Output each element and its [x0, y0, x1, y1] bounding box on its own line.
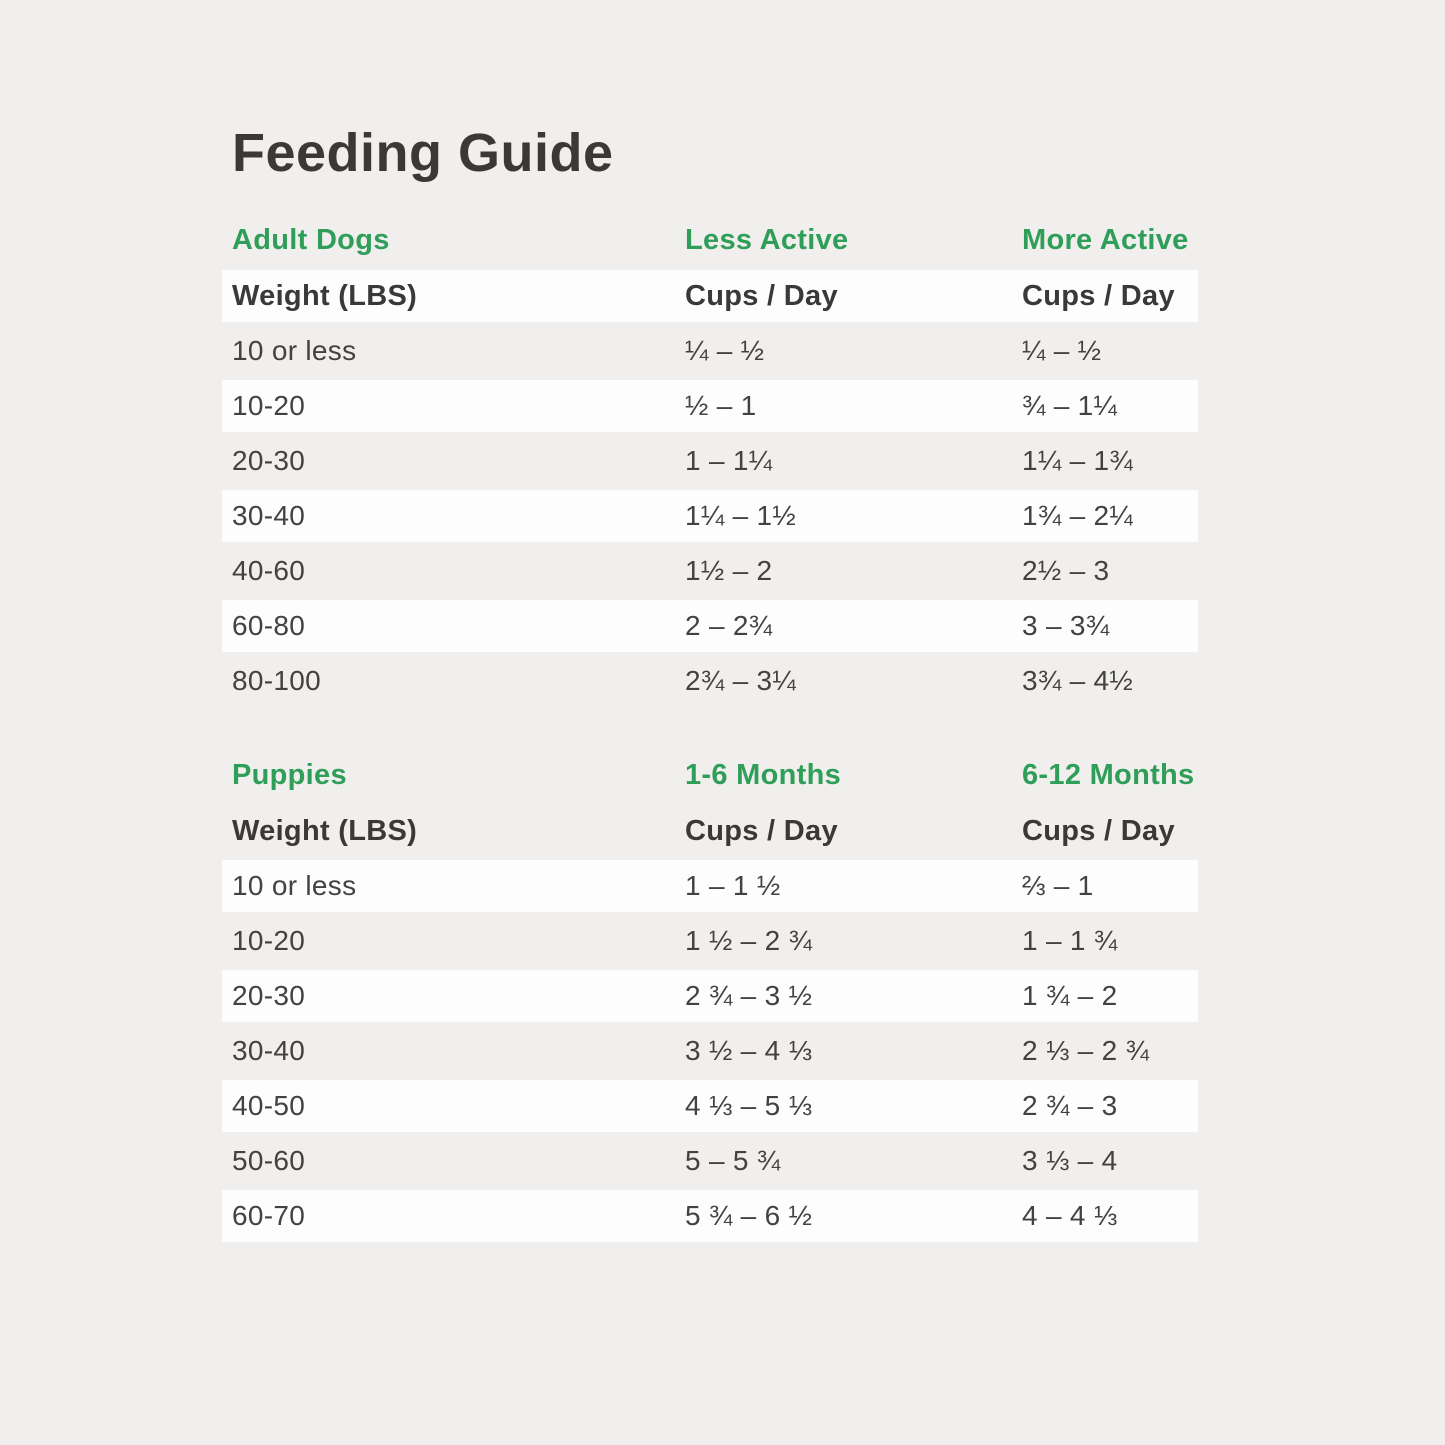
- weight-cell: 10 or less: [232, 335, 357, 366]
- more-active-cups-cell: 1¼ – 1¾: [1022, 445, 1134, 476]
- cups-1-6-months-cell: 4 ⅓ – 5 ⅓: [685, 1090, 813, 1121]
- less-active-cups-cell: 2¾ – 3¼: [685, 665, 797, 696]
- adult-section-header-row: Adult Dogs Less Active More Active: [222, 222, 1198, 258]
- column-header-cups-more-active: Cups / Day: [1022, 279, 1175, 312]
- weight-cell: 30-40: [232, 1035, 306, 1066]
- table-row: 60-70 5 ¾ – 6 ½ 4 – 4 ⅓: [222, 1190, 1198, 1242]
- column-label-6-12-months: 6-12 Months: [1022, 758, 1195, 791]
- more-active-cups-cell: ¼ – ½: [1022, 335, 1102, 366]
- more-active-cups-cell: 2½ – 3: [1022, 555, 1110, 586]
- less-active-cups-cell: 2 – 2¾: [685, 610, 773, 641]
- cups-6-12-months-cell: 4 – 4 ⅓: [1022, 1200, 1118, 1231]
- puppies-section-header-row: Puppies 1-6 Months 6-12 Months: [222, 757, 1198, 793]
- column-header-cups-less-active: Cups / Day: [685, 279, 838, 312]
- puppies-column-header-row: Weight (LBS) Cups / Day Cups / Day: [222, 805, 1198, 857]
- cups-1-6-months-cell: 1 – 1 ½: [685, 870, 781, 901]
- table-row: 10 or less 1 – 1 ½ ⅔ – 1: [222, 860, 1198, 912]
- table-row: 40-60 1½ – 2 2½ – 3: [222, 545, 1198, 597]
- adult-column-header-row: Weight (LBS) Cups / Day Cups / Day: [222, 270, 1198, 322]
- table-row: 30-40 3 ½ – 4 ⅓ 2 ⅓ – 2 ¾: [222, 1025, 1198, 1077]
- less-active-cups-cell: 1 – 1¼: [685, 445, 773, 476]
- cups-1-6-months-cell: 5 – 5 ¾: [685, 1145, 781, 1176]
- weight-cell: 10-20: [232, 390, 306, 421]
- column-header-weight: Weight (LBS): [232, 279, 418, 312]
- cups-1-6-months-cell: 3 ½ – 4 ⅓: [685, 1035, 813, 1066]
- cups-1-6-months-cell: 2 ¾ – 3 ½: [685, 980, 813, 1011]
- weight-cell: 20-30: [232, 980, 306, 1011]
- table-row: 50-60 5 – 5 ¾ 3 ⅓ – 4: [222, 1135, 1198, 1187]
- adult-dogs-table: Adult Dogs Less Active More Active Weigh…: [222, 222, 1198, 707]
- less-active-cups-cell: 1½ – 2: [685, 555, 773, 586]
- cups-1-6-months-cell: 1 ½ – 2 ¾: [685, 925, 813, 956]
- weight-cell: 40-50: [232, 1090, 306, 1121]
- column-header-cups-1-6-months: Cups / Day: [685, 814, 838, 847]
- cups-6-12-months-cell: ⅔ – 1: [1022, 870, 1094, 901]
- feeding-guide-panel: Feeding Guide Adult Dogs Less Active Mor…: [222, 126, 1198, 1245]
- table-row: 10 or less ¼ – ½ ¼ – ½: [222, 325, 1198, 377]
- column-label-less-active: Less Active: [685, 223, 849, 256]
- weight-cell: 10 or less: [232, 870, 357, 901]
- table-row: 10-20 1 ½ – 2 ¾ 1 – 1 ¾: [222, 915, 1198, 967]
- weight-cell: 50-60: [232, 1145, 306, 1176]
- column-header-weight: Weight (LBS): [232, 814, 418, 847]
- more-active-cups-cell: 3¾ – 4½: [1022, 665, 1134, 696]
- table-row: 30-40 1¼ – 1½ 1¾ – 2¼: [222, 490, 1198, 542]
- cups-6-12-months-cell: 2 ¾ – 3: [1022, 1090, 1118, 1121]
- weight-cell: 40-60: [232, 555, 306, 586]
- weight-cell: 60-70: [232, 1200, 306, 1231]
- page-title: Feeding Guide: [232, 123, 614, 183]
- table-row: 10-20 ½ – 1 ¾ – 1¼: [222, 380, 1198, 432]
- cups-6-12-months-cell: 3 ⅓ – 4: [1022, 1145, 1118, 1176]
- column-header-cups-6-12-months: Cups / Day: [1022, 814, 1175, 847]
- table-row: 20-30 2 ¾ – 3 ½ 1 ¾ – 2: [222, 970, 1198, 1022]
- more-active-cups-cell: 3 – 3¾: [1022, 610, 1110, 641]
- less-active-cups-cell: ¼ – ½: [685, 335, 765, 366]
- weight-cell: 80-100: [232, 665, 321, 696]
- cups-6-12-months-cell: 1 ¾ – 2: [1022, 980, 1118, 1011]
- weight-cell: 20-30: [232, 445, 306, 476]
- less-active-cups-cell: 1¼ – 1½: [685, 500, 797, 531]
- table-row: 80-100 2¾ – 3¼ 3¾ – 4½: [222, 655, 1198, 707]
- cups-1-6-months-cell: 5 ¾ – 6 ½: [685, 1200, 813, 1231]
- cups-6-12-months-cell: 2 ⅓ – 2 ¾: [1022, 1035, 1150, 1066]
- table-row: 40-50 4 ⅓ – 5 ⅓ 2 ¾ – 3: [222, 1080, 1198, 1132]
- puppies-table: Puppies 1-6 Months 6-12 Months Weight (L…: [222, 757, 1198, 1242]
- column-label-more-active: More Active: [1022, 223, 1189, 256]
- section-label-puppies: Puppies: [232, 758, 347, 791]
- section-label-adult-dogs: Adult Dogs: [232, 223, 390, 256]
- weight-cell: 60-80: [232, 610, 306, 641]
- weight-cell: 10-20: [232, 925, 306, 956]
- table-row: 20-30 1 – 1¼ 1¼ – 1¾: [222, 435, 1198, 487]
- weight-cell: 30-40: [232, 500, 306, 531]
- cups-6-12-months-cell: 1 – 1 ¾: [1022, 925, 1118, 956]
- more-active-cups-cell: 1¾ – 2¼: [1022, 500, 1134, 531]
- table-row: 60-80 2 – 2¾ 3 – 3¾: [222, 600, 1198, 652]
- more-active-cups-cell: ¾ – 1¼: [1022, 390, 1118, 421]
- column-label-1-6-months: 1-6 Months: [685, 758, 842, 791]
- less-active-cups-cell: ½ – 1: [685, 390, 757, 421]
